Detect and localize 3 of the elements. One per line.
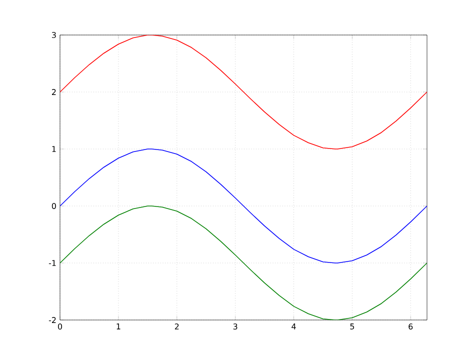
line-series	[60, 35, 428, 150]
line-series	[60, 148, 428, 264]
line-series	[60, 206, 428, 320]
